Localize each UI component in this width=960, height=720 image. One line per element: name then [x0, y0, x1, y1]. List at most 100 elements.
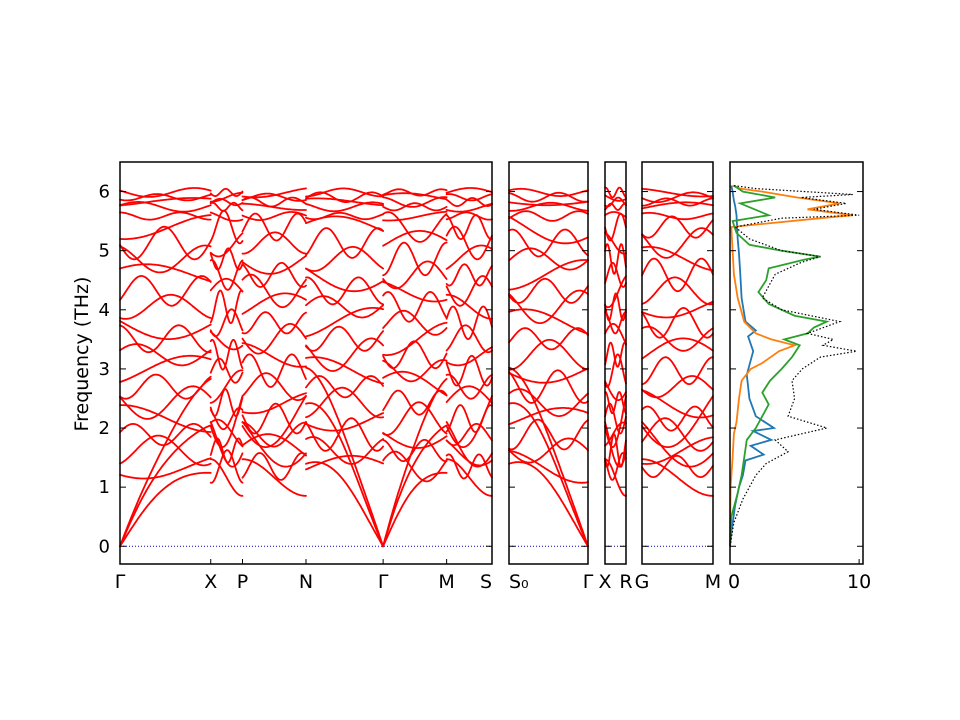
phonon-band-line [241, 433, 307, 457]
x-tick-label: P [237, 571, 248, 593]
dos-frame [729, 161, 864, 565]
phonon-band-line [604, 391, 627, 415]
phonon-band-line [382, 471, 448, 548]
phonon-band-line [445, 305, 493, 340]
phonon-band-line [119, 434, 212, 467]
phonon-band-line [508, 200, 589, 207]
phonon-band-line [241, 255, 307, 275]
phonon-band-line [209, 357, 244, 384]
phonon-band-line [445, 439, 493, 467]
phonon-band-line [209, 259, 244, 291]
y-tick-label: 1 [99, 477, 110, 498]
phonon-band-line [508, 187, 589, 197]
phonon-band-line [241, 292, 307, 315]
phonon-band-line [445, 453, 493, 480]
phonon-band-line [445, 324, 493, 354]
phonon-band-line [508, 201, 589, 212]
phonon-band-line [641, 211, 714, 221]
phonon-band-line [641, 454, 714, 478]
phonon-band-line [241, 211, 307, 221]
phonon-band-line [209, 209, 244, 245]
phonon-band-line [382, 188, 448, 197]
phonon-band-line [641, 300, 714, 319]
phonon-band-line [641, 395, 714, 448]
phonon-band-line [508, 388, 589, 417]
phonon-band-line [305, 337, 384, 372]
dos-series-line [729, 184, 853, 547]
phonon-band-line [305, 436, 384, 465]
phonon-band-line [604, 421, 627, 447]
phonon-band-line [241, 395, 307, 448]
phonon-band-line [305, 211, 384, 221]
phonon-band-line [445, 225, 493, 261]
phonon-band-line [604, 380, 627, 401]
phonon-band-line [119, 197, 212, 207]
panel-frame [641, 161, 714, 565]
phonon-bands [119, 187, 493, 548]
phonon-band-line [604, 433, 627, 468]
phonon-band-line [445, 187, 493, 194]
x-tick-label: Γ [583, 571, 594, 593]
phonon-band-line [604, 243, 627, 275]
dos-series-line [729, 185, 777, 547]
y-axis-label: Frequency (THz) [71, 277, 93, 432]
y-tick-label: 3 [99, 359, 110, 380]
phonon-band-line [604, 212, 627, 242]
phonon-band-line [641, 276, 714, 306]
phonon-band-line [445, 214, 493, 240]
phonon-band-line [382, 439, 448, 462]
phonon-band-line [508, 327, 589, 351]
phonon-band-line [508, 289, 589, 324]
phonon-band-line [641, 375, 714, 399]
phonon-band-line [382, 202, 448, 212]
phonon-band-line [604, 262, 627, 288]
phonon-band-line [604, 323, 627, 345]
phonon-band-line [641, 187, 714, 198]
phonon-band-line [445, 193, 493, 202]
phonon-band-line [382, 450, 448, 483]
phonon-band-line [119, 373, 212, 400]
phonon-band-line [508, 191, 589, 203]
phonon-band-line [241, 262, 307, 288]
x-tick-label: M [438, 571, 454, 593]
phonon-band-line [604, 275, 627, 309]
phonon-band-line [382, 192, 448, 201]
phonon-band-line [445, 211, 493, 221]
y-tick-label: 2 [99, 418, 110, 439]
phonon-band-line [209, 247, 244, 271]
phonon-band-line [382, 196, 448, 208]
phonon-band-line [209, 449, 244, 484]
x-tick-label: 10 [847, 571, 871, 593]
phonon-band-line [241, 342, 307, 368]
phonon-band-line [641, 227, 714, 259]
phonon-band-line [119, 385, 212, 420]
phonon-band-line [604, 231, 627, 255]
phonon-band-line [119, 354, 212, 383]
phonon-band-line [241, 273, 307, 309]
phonon-band-line [508, 338, 589, 371]
phonon-band-line [604, 202, 627, 211]
phonon-band-line [305, 412, 384, 432]
x-tick-label: Γ [378, 571, 389, 593]
phonon-band-line [209, 388, 244, 417]
phonon-band-line [119, 404, 212, 433]
y-tick-label: 4 [99, 300, 110, 321]
phonon-band-line [382, 230, 448, 247]
phonon-band-line [305, 267, 384, 293]
phonon-band-line [119, 244, 212, 274]
phonon-band-line [382, 309, 448, 336]
phonon-band-line [119, 214, 212, 240]
phonon-band-line [241, 402, 307, 435]
phonon-band-line [119, 275, 212, 307]
phonon-band-line [119, 201, 212, 213]
phonon-band-line [604, 311, 627, 335]
phonon-band-line [209, 191, 244, 203]
phonon-band-line [641, 215, 714, 239]
phonon-band-line [508, 210, 589, 222]
phonon-band-line [241, 231, 307, 255]
phonon-band-line [382, 281, 448, 303]
x-tick-label: S [480, 571, 492, 593]
phonon-band-line [382, 291, 448, 323]
phonon-band-line [241, 353, 307, 388]
